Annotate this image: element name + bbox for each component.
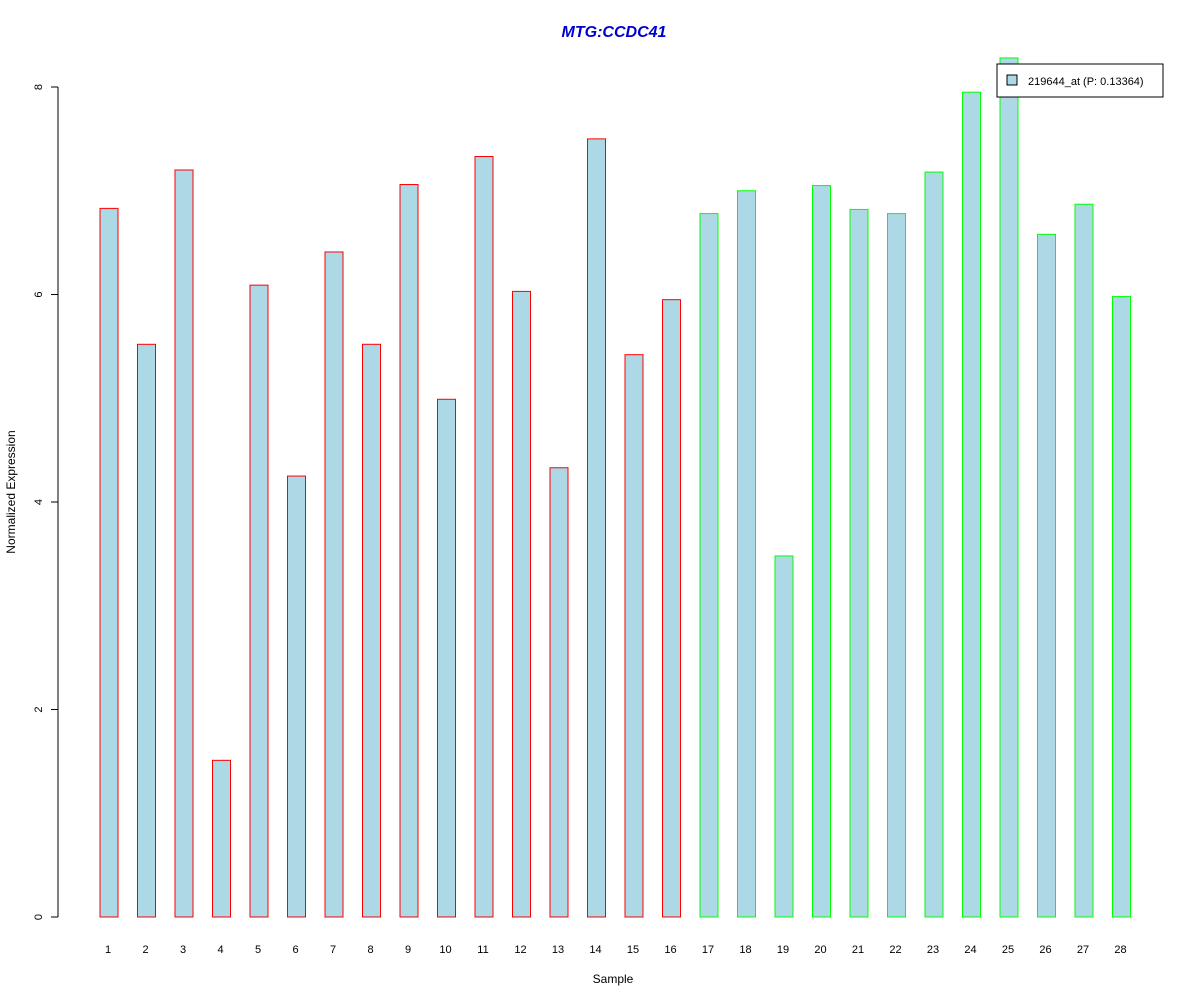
x-tick-label: 28 <box>1114 944 1126 956</box>
x-tick-label: 23 <box>927 944 939 956</box>
bar <box>1037 233 1056 918</box>
x-tick-label: 7 <box>330 944 336 956</box>
x-tick-label: 18 <box>739 944 751 956</box>
bar <box>1112 296 1131 918</box>
x-tick-label: 3 <box>180 944 186 956</box>
bar <box>924 171 944 918</box>
legend-label: 219644_at (P: 0.13364) <box>1028 76 1144 88</box>
y-axis: 0 2 4 6 8 <box>33 84 59 920</box>
x-tick-label: 9 <box>405 944 411 956</box>
bar <box>662 299 681 918</box>
bars-group <box>99 57 1131 918</box>
bar <box>737 190 756 918</box>
bar <box>174 169 194 918</box>
x-tick-label: 11 <box>477 944 488 956</box>
x-tick-label: 14 <box>589 944 601 956</box>
x-tick-label: 2 <box>142 944 148 956</box>
bar <box>812 185 831 918</box>
bar <box>287 475 306 918</box>
bar <box>399 184 419 918</box>
chart-title: MTG:CCDC41 <box>562 24 667 41</box>
bar <box>774 555 794 918</box>
y-axis-title: Normalized Expression <box>4 430 18 553</box>
y-tick-label: 4 <box>33 499 45 505</box>
x-tick-label: 12 <box>514 944 526 956</box>
x-tick-label: 4 <box>217 944 223 956</box>
bar <box>849 208 869 918</box>
y-tick-label: 6 <box>33 291 45 297</box>
x-tick-label: 1 <box>105 944 111 956</box>
bar <box>699 213 719 918</box>
y-tick-label: 0 <box>33 914 45 920</box>
x-tick-label: 17 <box>702 944 714 956</box>
legend-box <box>996 63 1164 98</box>
x-tick-label: 26 <box>1039 944 1051 956</box>
bar <box>587 138 606 918</box>
y-tick-label: 2 <box>33 706 45 712</box>
bar <box>212 759 231 918</box>
x-tick-label: 5 <box>255 944 261 956</box>
y-tick-label: 8 <box>33 84 45 90</box>
bar <box>137 343 156 918</box>
bar <box>437 398 456 918</box>
bar <box>549 467 569 918</box>
legend: 219644_at (P: 0.13364) <box>996 63 1164 98</box>
bar <box>249 284 269 918</box>
bar <box>999 57 1019 918</box>
bar <box>624 354 644 918</box>
x-tick-label: 10 <box>439 944 451 956</box>
x-tick-label: 22 <box>889 944 901 956</box>
x-tick-label: 20 <box>814 944 826 956</box>
x-tick-label: 19 <box>777 944 789 956</box>
legend-swatch <box>1006 74 1018 86</box>
bar <box>962 91 981 918</box>
x-tick-label: 25 <box>1002 944 1014 956</box>
x-tick-label: 13 <box>552 944 564 956</box>
x-tick-label: 21 <box>852 944 864 956</box>
x-tick-label: 15 <box>627 944 639 956</box>
bar <box>99 207 119 918</box>
x-tick-labels: 1 2 3 4 5 6 7 8 9 10 11 12 13 14 15 16 17 18 19 20 21 22 23 24 2… <box>105 944 1127 956</box>
bar <box>1074 203 1094 918</box>
x-tick-label: 24 <box>964 944 976 956</box>
x-tick-label: 27 <box>1077 944 1089 956</box>
x-tick-label: 6 <box>292 944 298 956</box>
x-tick-label: 16 <box>664 944 676 956</box>
x-tick-label: 8 <box>367 944 373 956</box>
bar <box>474 156 494 918</box>
bar <box>512 290 531 918</box>
bar <box>324 251 344 918</box>
bar <box>887 213 906 918</box>
x-axis-title: Sample <box>593 972 634 986</box>
bar <box>362 343 381 918</box>
